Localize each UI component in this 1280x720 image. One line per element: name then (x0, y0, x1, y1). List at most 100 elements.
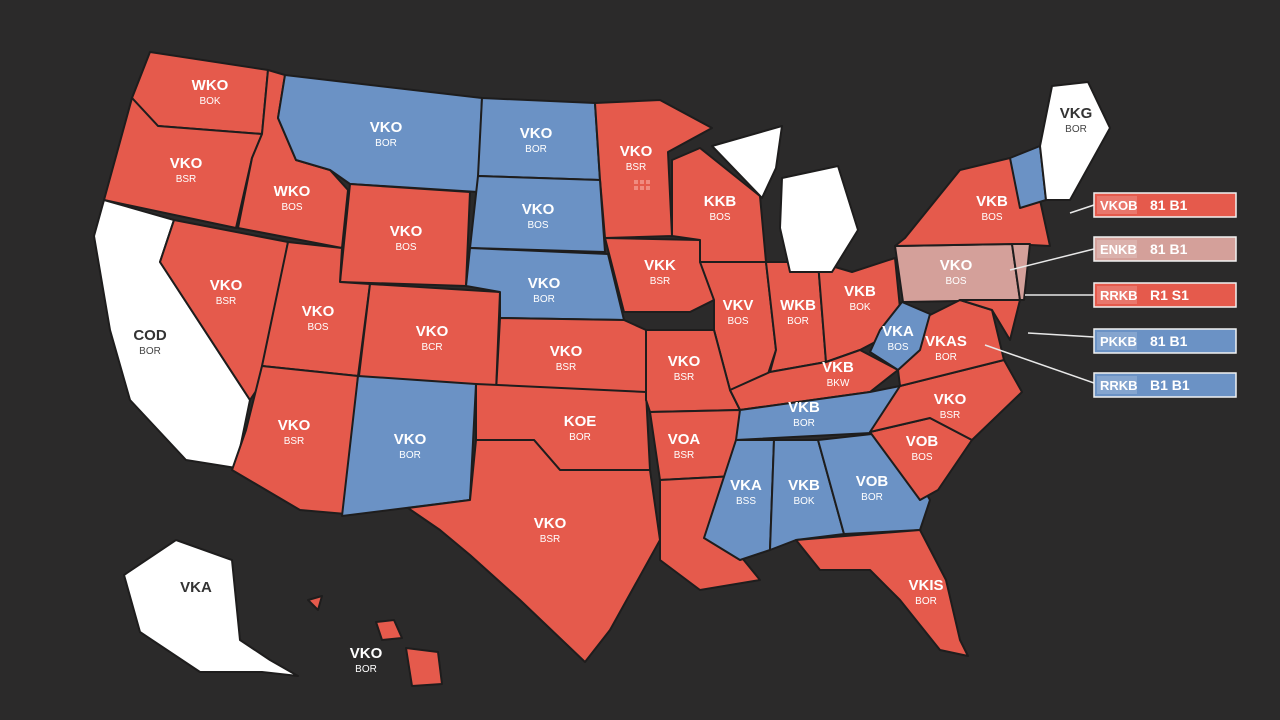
state-me[interactable] (1039, 81, 1111, 201)
state-tx[interactable] (407, 439, 661, 663)
state-shape-wv[interactable] (869, 301, 931, 371)
state-sublabel-or: BSR (176, 174, 197, 185)
legend-value: B1 B1 (1150, 377, 1190, 393)
state-sublabel-wy: BOS (395, 242, 416, 253)
legend-layer: VKOB 81 B1 ENKB 81 B1 RRKB R1 S1 PKKB 81 B1 RRKB… (634, 180, 1237, 398)
state-shape-mi[interactable] (779, 165, 859, 273)
state-sublabel-va: BOR (935, 352, 957, 363)
state-sublabel-co: BCR (421, 342, 442, 353)
state-sublabel-nc: BSR (940, 410, 961, 421)
state-sublabel-il: BOS (727, 316, 748, 327)
legend-box[interactable] (1093, 328, 1237, 354)
state-sublabel-me: BOR (1065, 124, 1087, 135)
state-shape-ny[interactable] (894, 157, 1051, 247)
state-shape-sd[interactable] (469, 175, 606, 253)
state-ak[interactable] (123, 539, 299, 677)
texture-dot (640, 180, 644, 184)
state-mi[interactable] (711, 125, 859, 273)
state-shape-ak[interactable] (123, 539, 299, 677)
state-sublabel-mo: BSR (674, 372, 695, 383)
state-label-nv: VKO (210, 277, 243, 294)
texture-dot (640, 186, 644, 190)
legend-leader-line (1027, 332, 1095, 338)
state-shape-nj[interactable] (1011, 243, 1031, 301)
state-sublabel-tx: BSR (540, 534, 561, 545)
state-shape-md[interactable] (959, 299, 1021, 341)
legend-value: 81 B1 (1150, 197, 1188, 213)
state-sd[interactable] (469, 175, 606, 253)
state-label-ar: VOA (668, 431, 701, 448)
state-sublabel-mn: BSR (626, 162, 647, 173)
state-ny[interactable] (894, 157, 1051, 247)
state-label-nc: VKO (934, 391, 967, 408)
state-sublabel-ne: BOR (533, 294, 555, 305)
legend-box[interactable] (1093, 282, 1237, 308)
state-shape-hi[interactable] (375, 619, 403, 641)
states-layer (93, 51, 1111, 687)
state-ms[interactable] (703, 439, 775, 561)
state-sublabel-nd: BOR (525, 144, 547, 155)
state-sublabel-mt: BOR (375, 138, 397, 149)
legend-code: PKKB (1100, 334, 1137, 349)
state-label-mo: VKO (668, 353, 701, 370)
state-label-wi: KKB (704, 193, 737, 210)
legend-code-chip (1097, 286, 1137, 304)
state-label-oh: VKB (844, 283, 876, 300)
state-label-tx: VKO (534, 515, 567, 532)
legend-box[interactable] (1093, 236, 1237, 262)
state-shape-hi[interactable] (405, 647, 443, 687)
legend-value: 81 B1 (1150, 333, 1188, 349)
state-label-ia: VKK (644, 257, 676, 274)
state-sublabel-fl: BOR (915, 596, 937, 607)
state-sublabel-al: BOK (793, 496, 814, 507)
legend-leader-line (1069, 204, 1095, 214)
state-label-wa: WKO (192, 77, 229, 94)
labels-layer: WKO BOK VKO BSR WKO BOS VKO BOR VKO BOR VKO BSR VKO B… (133, 77, 1092, 675)
state-shape-hi[interactable] (307, 595, 323, 611)
state-label-me: VKG (1060, 105, 1093, 122)
state-wv[interactable] (869, 301, 931, 371)
legend-leader-line (984, 344, 1095, 384)
state-md[interactable] (959, 299, 1021, 341)
state-sublabel-az: BSR (284, 436, 305, 447)
state-label-pa: VKO (940, 257, 973, 274)
state-shape-tx[interactable] (407, 439, 661, 663)
state-label-sd: VKO (522, 201, 555, 218)
legend-box[interactable] (1093, 372, 1237, 398)
legend-code-chip (1097, 240, 1137, 258)
state-shape-ms[interactable] (703, 439, 775, 561)
state-label-al: VKB (788, 477, 820, 494)
state-ia[interactable] (604, 237, 715, 313)
legend-code: RRKB (1100, 288, 1138, 303)
state-sublabel-in: BOR (787, 316, 809, 327)
state-label-ne: VKO (528, 275, 561, 292)
state-sublabel-wv: BOS (887, 342, 908, 353)
state-label-il: VKV (723, 297, 754, 314)
legend-value: R1 S1 (1150, 287, 1189, 303)
texture-dot (634, 180, 638, 184)
texture-dot (646, 186, 650, 190)
state-shape-mi[interactable] (711, 125, 783, 199)
state-label-hi: VKO (350, 645, 383, 662)
legend-code: ENKB (1100, 242, 1137, 257)
state-label-sc: VOB (906, 433, 939, 450)
state-label-ky: VKB (822, 359, 854, 376)
state-label-wy: VKO (390, 223, 423, 240)
state-shape-fl[interactable] (795, 529, 969, 657)
state-label-ca: COD (133, 327, 167, 344)
state-label-tn: VKB (788, 399, 820, 416)
state-sublabel-sd: BOS (527, 220, 548, 231)
state-shape-me[interactable] (1039, 81, 1111, 201)
state-sublabel-pa: BOS (945, 276, 966, 287)
legend-code-chip (1097, 376, 1137, 394)
state-label-ok: KOE (564, 413, 597, 430)
state-hi[interactable] (307, 595, 443, 687)
state-nj[interactable] (1011, 243, 1031, 301)
legend-box[interactable] (1093, 192, 1237, 218)
state-fl[interactable] (795, 529, 969, 657)
state-shape-ia[interactable] (604, 237, 715, 313)
state-sublabel-id: BOS (281, 202, 302, 213)
state-sublabel-ia: BSR (650, 276, 671, 287)
